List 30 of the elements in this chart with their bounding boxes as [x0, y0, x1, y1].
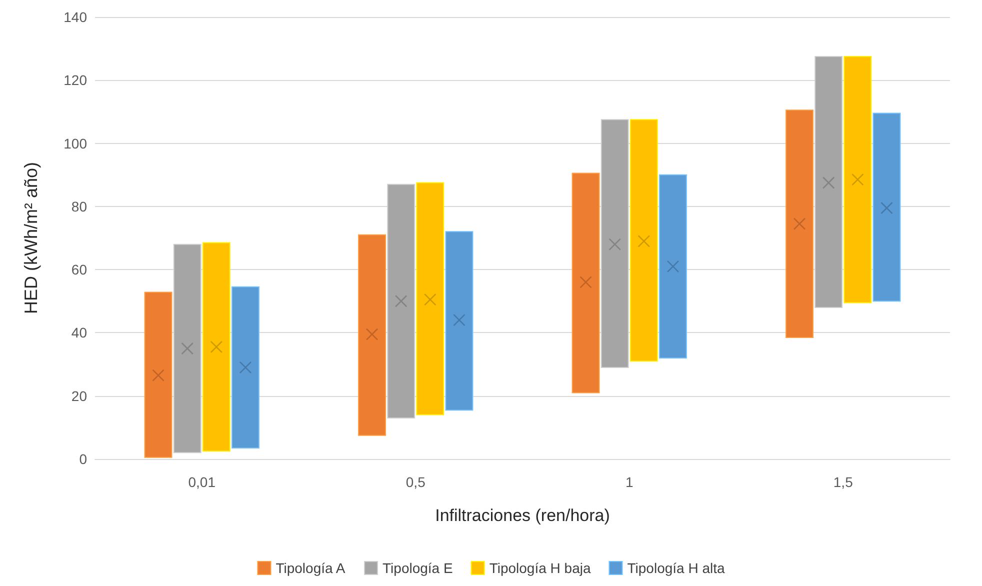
bar	[202, 242, 230, 452]
x-tick-label: 0,01	[188, 474, 216, 490]
bar	[358, 234, 386, 436]
bar	[630, 119, 658, 362]
y-axis-title: HED (kWh/m² año)	[21, 162, 41, 314]
y-tick-label: 40	[71, 324, 88, 341]
bar	[232, 286, 260, 448]
x-tick-label: 1,5	[833, 474, 854, 490]
bar	[144, 292, 172, 458]
bar	[445, 231, 474, 411]
y-tick-label: 20	[71, 388, 88, 404]
y-tick-label: 0	[79, 451, 88, 467]
x-tick-label: 1	[625, 474, 634, 490]
y-tick-label: 140	[64, 9, 88, 25]
bar	[872, 112, 901, 302]
y-tick-label: 100	[64, 135, 88, 152]
y-tick-label: 80	[71, 198, 88, 214]
x-tick-label: 0,5	[406, 474, 426, 490]
bar	[659, 174, 687, 358]
y-tick-label: 120	[64, 72, 88, 88]
bar	[416, 182, 444, 416]
legend-label: Tipología E	[382, 560, 453, 576]
bar	[844, 56, 872, 304]
legend-label: Tipología H baja	[489, 560, 591, 576]
bar	[786, 110, 814, 338]
legend-label: Tipología A	[276, 560, 346, 576]
legend-label: Tipología H alta	[627, 560, 725, 576]
bar	[572, 172, 600, 394]
x-axis-title: Infiltraciones (ren/hora)	[435, 506, 610, 525]
y-tick-label: 60	[71, 262, 88, 278]
